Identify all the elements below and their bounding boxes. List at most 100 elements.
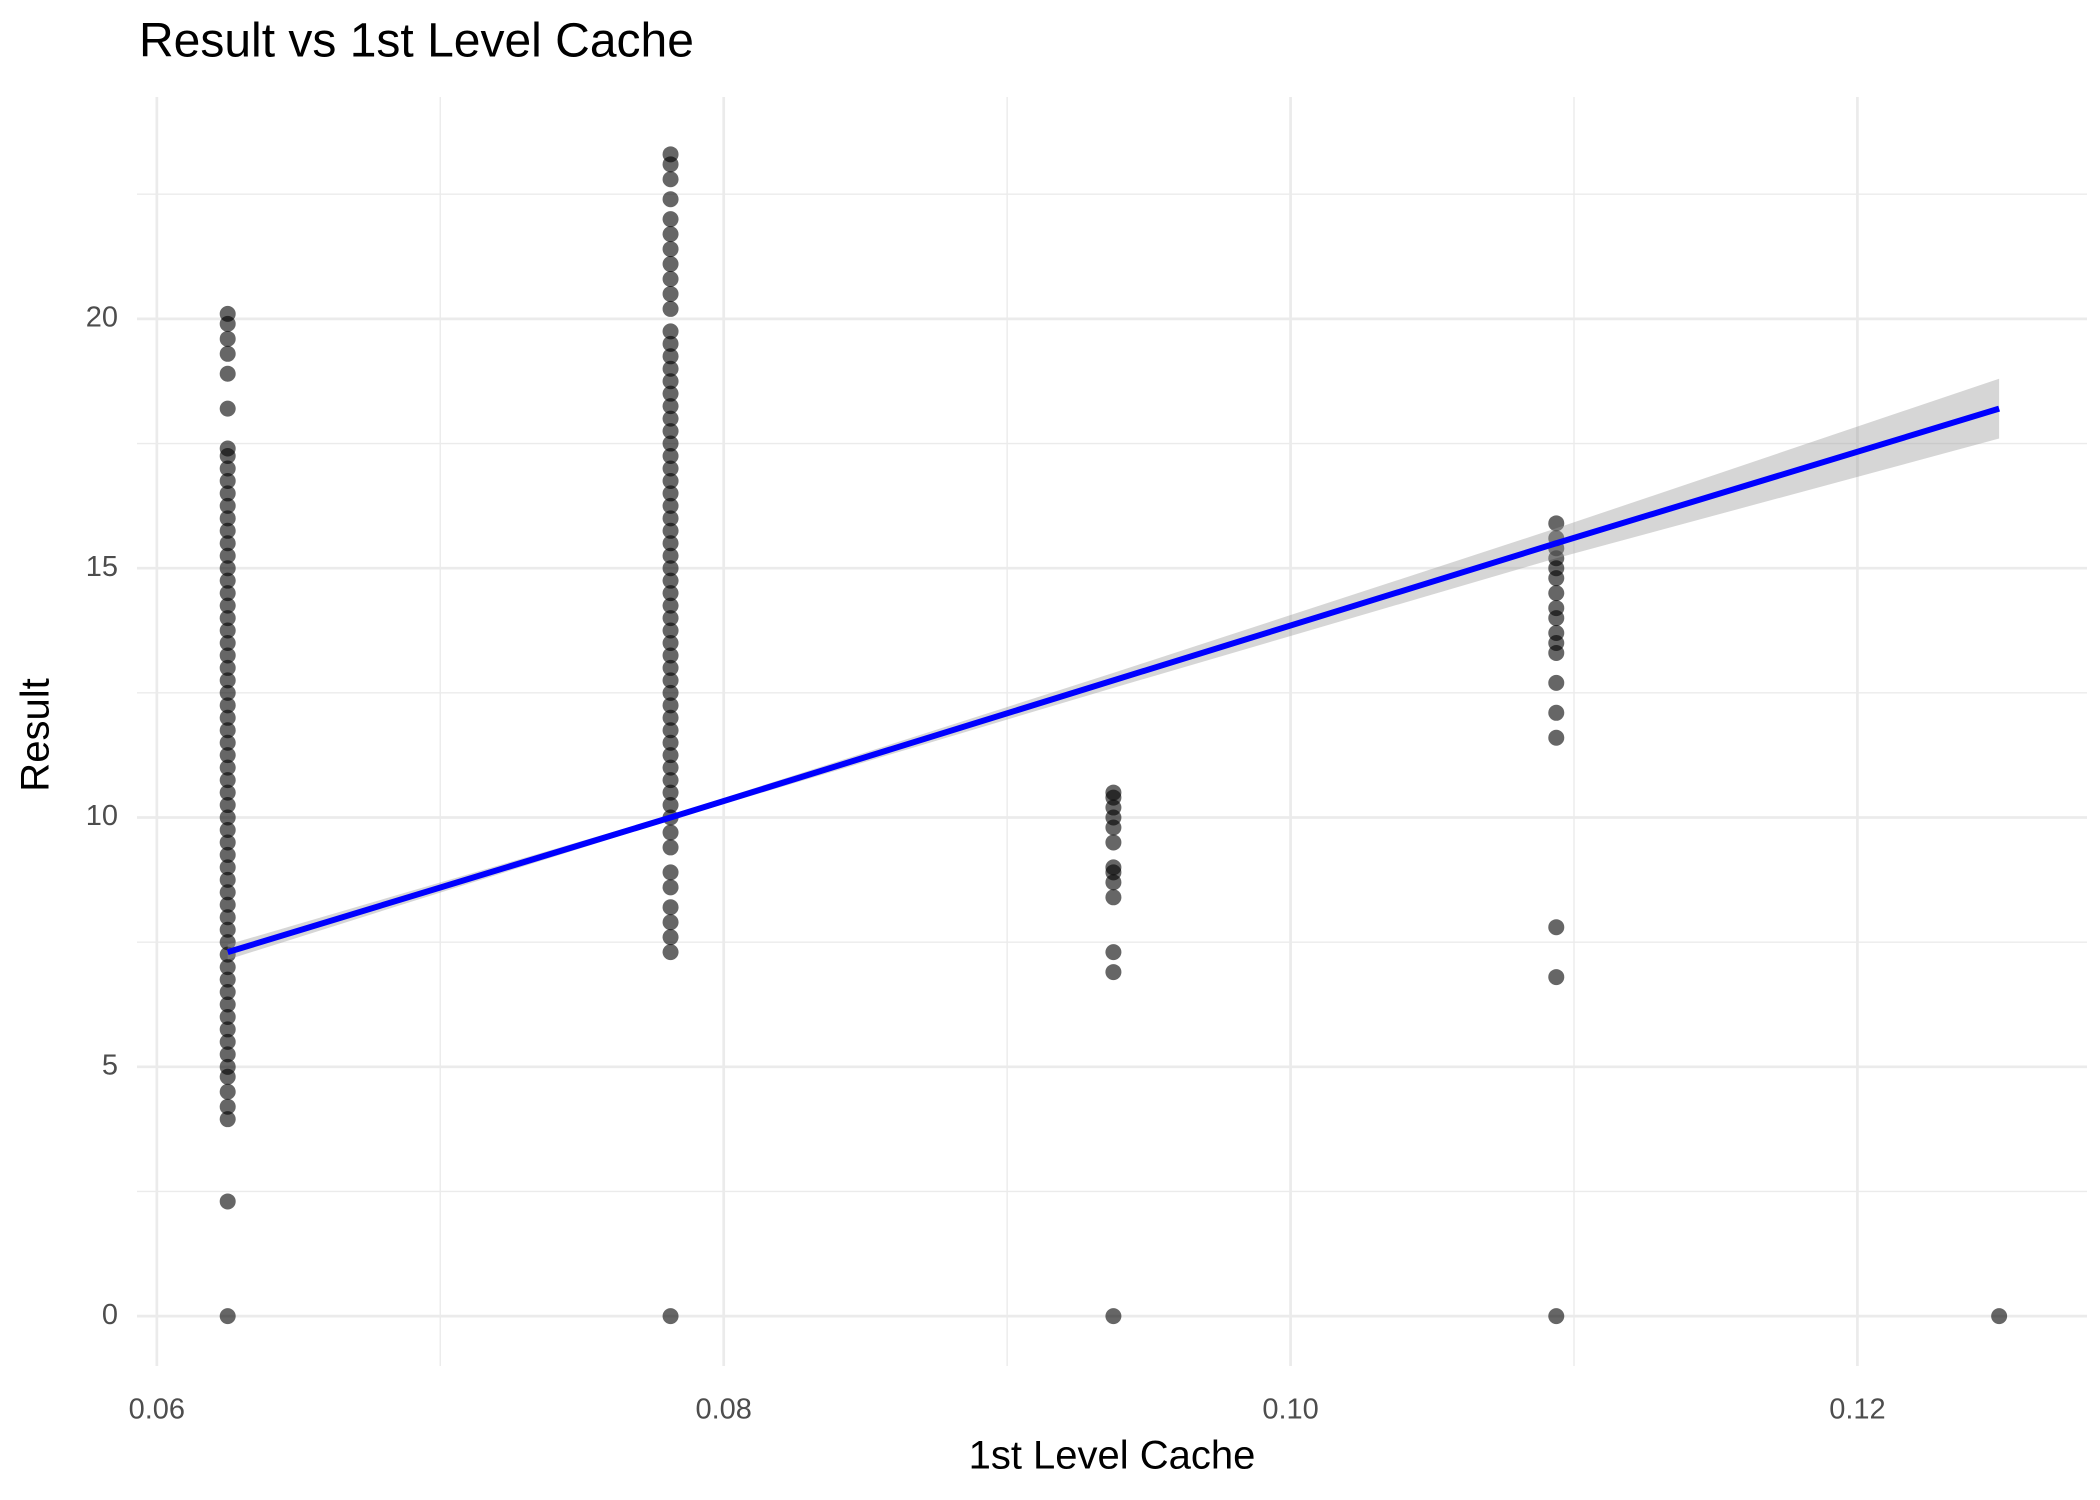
data-point — [662, 1308, 679, 1325]
data-point — [662, 373, 679, 390]
data-point — [219, 1111, 236, 1128]
data-point — [662, 597, 679, 614]
data-point — [219, 909, 236, 926]
y-tick-label: 5 — [102, 1049, 118, 1081]
y-tick-label: 15 — [86, 551, 118, 583]
data-point — [1105, 944, 1122, 961]
data-point — [1105, 889, 1122, 906]
data-point — [219, 759, 236, 776]
data-point — [662, 585, 679, 602]
data-point — [662, 348, 679, 365]
data-point — [219, 1193, 236, 1210]
data-point — [219, 472, 236, 489]
data-point — [662, 734, 679, 751]
data-point — [662, 256, 679, 273]
data-point — [662, 914, 679, 931]
data-point — [219, 747, 236, 764]
data-point — [219, 697, 236, 714]
data-point — [219, 597, 236, 614]
data-point — [662, 697, 679, 714]
data-point — [662, 448, 679, 465]
data-point — [219, 1046, 236, 1063]
data-point — [219, 510, 236, 527]
data-point — [1105, 859, 1122, 876]
data-point — [219, 884, 236, 901]
data-point — [662, 285, 679, 302]
y-tick-label: 0 — [102, 1299, 118, 1331]
data-point — [662, 797, 679, 814]
data-point — [219, 859, 236, 876]
data-point — [219, 610, 236, 627]
data-point — [219, 1021, 236, 1038]
data-point — [662, 335, 679, 352]
data-point — [662, 423, 679, 440]
x-tick-label: 0.08 — [695, 1394, 751, 1426]
data-point — [219, 647, 236, 664]
data-point — [219, 809, 236, 826]
data-point — [219, 672, 236, 689]
data-point — [662, 722, 679, 739]
data-point — [662, 241, 679, 258]
data-point — [219, 734, 236, 751]
data-point — [219, 622, 236, 639]
data-point — [219, 959, 236, 976]
data-point — [662, 146, 679, 163]
data-point — [1548, 674, 1565, 691]
data-point — [1105, 784, 1122, 801]
x-tick-label: 0.10 — [1262, 1394, 1318, 1426]
data-point — [219, 1098, 236, 1115]
data-point — [219, 460, 236, 477]
data-point — [219, 871, 236, 888]
x-tick-label: 0.06 — [129, 1394, 185, 1426]
data-point — [662, 385, 679, 402]
data-point — [662, 560, 679, 577]
data-point — [1548, 515, 1565, 532]
data-point — [1548, 704, 1565, 721]
data-point — [219, 1308, 236, 1325]
data-point — [1991, 1308, 2008, 1325]
data-point — [662, 684, 679, 701]
data-point — [1105, 1308, 1122, 1325]
data-point — [219, 722, 236, 739]
data-point — [1105, 964, 1122, 981]
data-point — [662, 510, 679, 527]
data-point — [219, 772, 236, 789]
y-tick-label: 20 — [86, 302, 118, 334]
data-point — [662, 485, 679, 502]
data-point — [219, 821, 236, 838]
data-point — [219, 497, 236, 514]
data-point — [662, 759, 679, 776]
data-point — [219, 784, 236, 801]
data-point — [219, 684, 236, 701]
data-point — [219, 709, 236, 726]
data-point — [662, 547, 679, 564]
data-point — [219, 572, 236, 589]
data-point — [219, 535, 236, 552]
data-point — [662, 460, 679, 477]
data-point — [1548, 729, 1565, 746]
data-point — [219, 330, 236, 347]
x-tick-label: 0.12 — [1829, 1394, 1885, 1426]
data-point — [1548, 585, 1565, 602]
data-point — [219, 846, 236, 863]
data-point — [662, 647, 679, 664]
data-point — [1548, 919, 1565, 936]
data-point — [662, 572, 679, 589]
confidence-band — [227, 378, 2000, 960]
data-point — [662, 323, 679, 340]
data-point — [219, 971, 236, 988]
data-point — [219, 440, 236, 457]
data-point — [662, 360, 679, 377]
regression-line — [226, 405, 2001, 956]
data-point — [662, 634, 679, 651]
data-point — [662, 171, 679, 188]
data-point — [662, 211, 679, 228]
data-point — [662, 435, 679, 452]
data-point — [219, 522, 236, 539]
data-point — [662, 472, 679, 489]
data-point — [219, 1008, 236, 1025]
data-point — [662, 772, 679, 789]
data-point — [662, 522, 679, 539]
